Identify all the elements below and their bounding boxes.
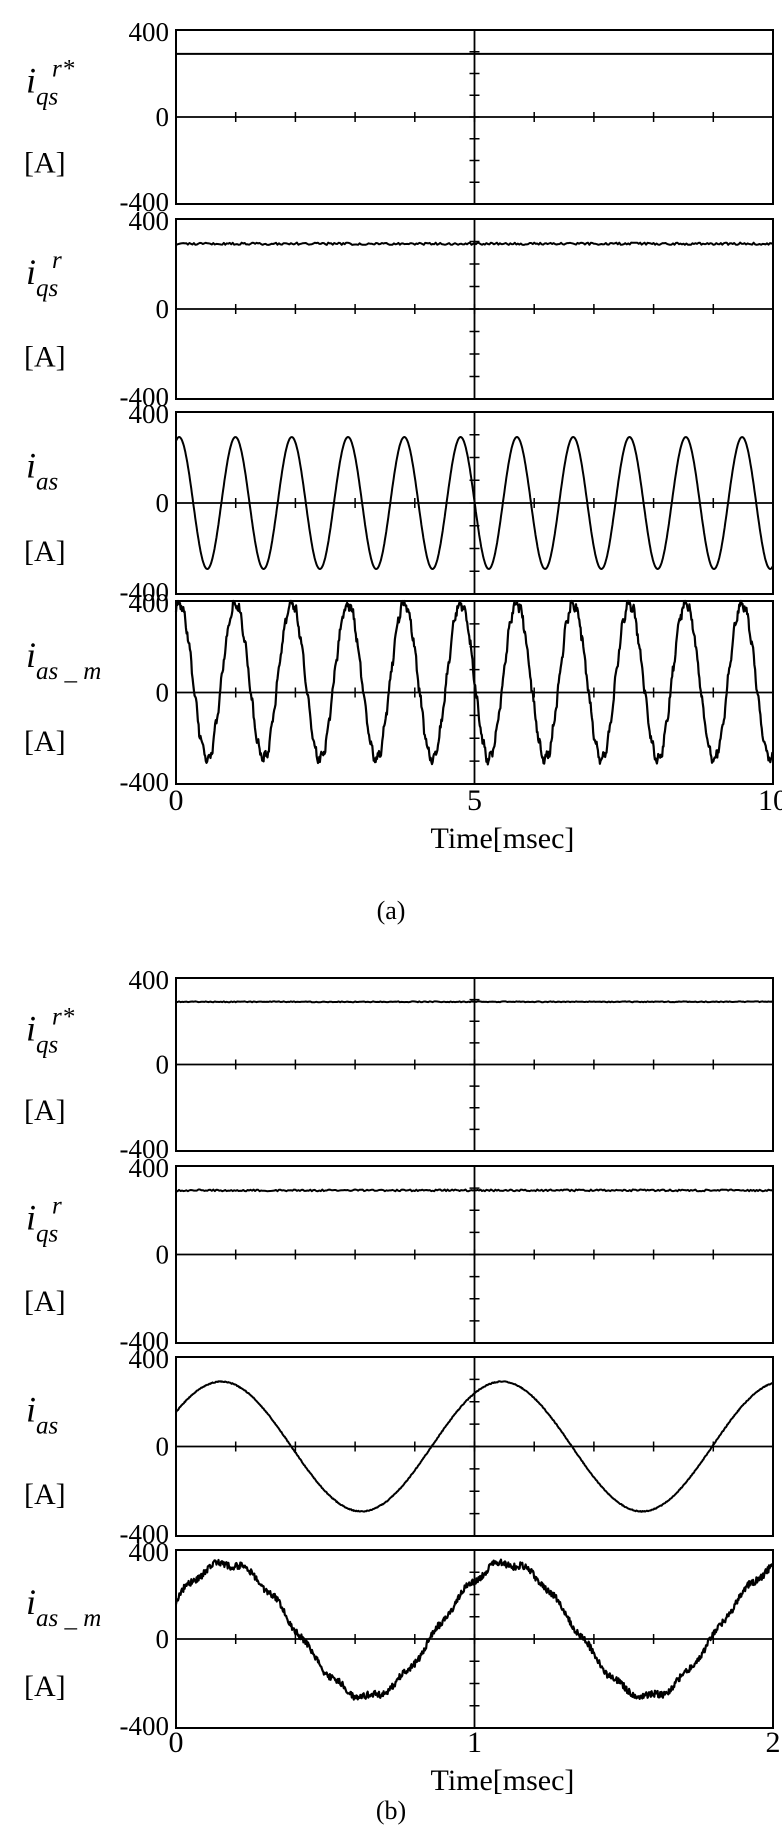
y-tick-label: -400 xyxy=(120,1711,170,1741)
y-tick-label: -400 xyxy=(120,382,170,412)
panel-a-subplot-4: 400 0 -400 ias _ m [A] xyxy=(24,588,774,797)
series-line-a-2 xyxy=(175,241,774,246)
y-tick-label: -400 xyxy=(120,1134,170,1164)
caption-a: (a) xyxy=(376,896,406,925)
y-tick-label: -400 xyxy=(120,1519,170,1549)
unit-label: [A] xyxy=(24,1478,66,1511)
x-tick-label: 0 xyxy=(169,1726,184,1759)
y-tick-label: 0 xyxy=(156,488,170,518)
y-axis-label: iqs xyxy=(26,1198,58,1248)
y-axis-label-sup: r xyxy=(52,247,62,274)
y-tick-label: 400 xyxy=(129,1344,170,1374)
y-tick-label: -400 xyxy=(120,767,170,797)
series-line-b-4 xyxy=(174,1558,775,1701)
x-axis-label: Time[msec] xyxy=(431,1764,575,1797)
caption-b: (b) xyxy=(375,1796,407,1825)
y-tick-label: 0 xyxy=(156,294,170,324)
y-tick-label: 0 xyxy=(156,1624,170,1654)
y-axis-label-sup: r xyxy=(52,1193,62,1220)
y-axis-label: iqs xyxy=(26,61,58,111)
series-line-a-3 xyxy=(175,436,774,570)
y-axis-label: iqs xyxy=(26,1008,58,1058)
series-line-a-4 xyxy=(174,599,774,766)
panel-a-subplot-3: 400 0 -400 ias [A] xyxy=(24,399,774,607)
y-tick-label: 400 xyxy=(129,965,170,995)
y-tick-label: 0 xyxy=(156,1050,170,1080)
x-axis-label: Time[msec] xyxy=(431,822,575,855)
y-tick-label: 400 xyxy=(129,1537,170,1567)
y-tick-label: 400 xyxy=(129,17,170,47)
x-tick-label: 2 xyxy=(766,1726,781,1759)
series-line-b-2 xyxy=(176,1188,774,1193)
y-axis-label-sup: r* xyxy=(52,56,75,83)
x-tick-label: 10 xyxy=(758,784,782,817)
y-axis-label: ias _ m xyxy=(26,635,101,685)
unit-label: [A] xyxy=(24,341,66,374)
unit-label: [A] xyxy=(24,147,66,180)
unit-label: [A] xyxy=(24,535,66,568)
x-tick-label: 1 xyxy=(467,1726,482,1759)
unit-label: [A] xyxy=(24,725,66,758)
x-tick-label: 0 xyxy=(169,784,184,817)
unit-label: [A] xyxy=(24,1094,66,1127)
y-axis-label: ias xyxy=(26,446,58,496)
y-tick-label: 0 xyxy=(156,1240,170,1270)
y-tick-label: 0 xyxy=(156,1432,170,1462)
unit-label: [A] xyxy=(24,1285,66,1318)
y-tick-label: -400 xyxy=(120,1326,170,1356)
y-tick-label: 0 xyxy=(156,102,170,132)
y-tick-label: 400 xyxy=(129,206,170,236)
series-line-b-3 xyxy=(175,1380,774,1513)
panel-b-subplot-4: 400 0 -400 ias _ m [A] xyxy=(24,1537,775,1741)
x-tick-label: 5 xyxy=(467,784,482,817)
y-tick-label: 400 xyxy=(129,588,170,618)
panel-b-subplot-3: 400 0 -400 ias [A] xyxy=(24,1344,774,1549)
series-line-b-1 xyxy=(175,1000,774,1004)
y-axis-label: ias _ m xyxy=(26,1582,101,1632)
y-tick-label: -400 xyxy=(120,187,170,217)
y-tick-label: 400 xyxy=(129,399,170,429)
y-axis-label: ias xyxy=(26,1389,58,1439)
y-tick-label: 0 xyxy=(156,678,170,708)
y-axis-label-sup: r* xyxy=(52,1003,75,1030)
y-tick-label: 400 xyxy=(129,1153,170,1183)
unit-label: [A] xyxy=(24,1670,66,1703)
y-tick-label: -400 xyxy=(120,577,170,607)
y-axis-label: iqs xyxy=(26,252,58,302)
